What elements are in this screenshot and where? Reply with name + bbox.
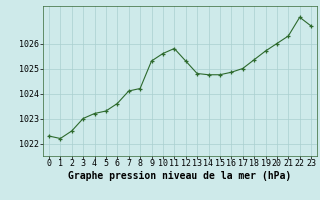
X-axis label: Graphe pression niveau de la mer (hPa): Graphe pression niveau de la mer (hPa) <box>68 171 292 181</box>
